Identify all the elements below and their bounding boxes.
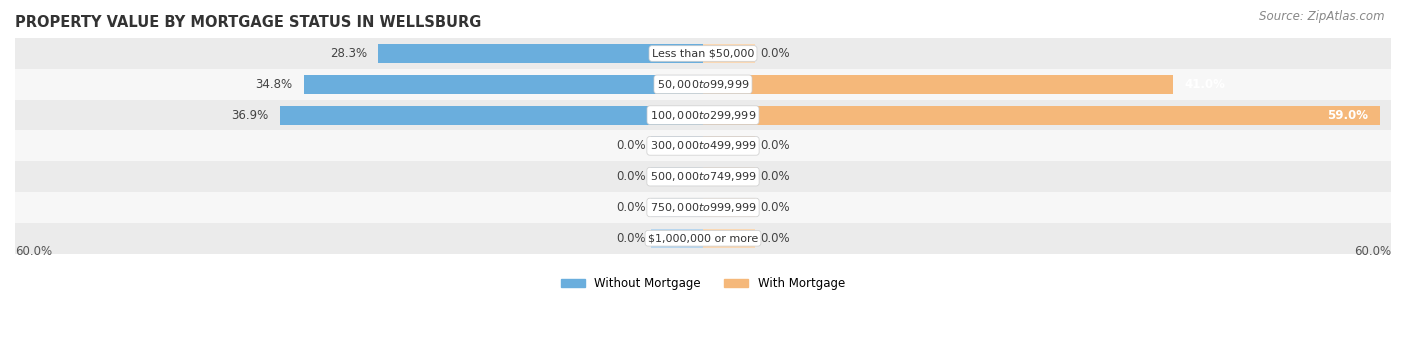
Bar (15, 131, 1391, 161)
Text: Source: ZipAtlas.com: Source: ZipAtlas.com (1260, 10, 1385, 23)
Bar (651, 167, 703, 186)
Text: 0.0%: 0.0% (616, 201, 645, 214)
Text: 60.0%: 60.0% (1354, 245, 1391, 258)
Bar (15, 100, 1391, 131)
Text: 0.0%: 0.0% (616, 232, 645, 245)
Text: 60.0%: 60.0% (15, 245, 52, 258)
Text: 0.0%: 0.0% (761, 170, 790, 183)
Text: $500,000 to $749,999: $500,000 to $749,999 (650, 170, 756, 183)
Text: 28.3%: 28.3% (330, 47, 367, 60)
Text: $100,000 to $299,999: $100,000 to $299,999 (650, 108, 756, 122)
Bar (280, 106, 703, 125)
Bar (304, 75, 703, 94)
Text: PROPERTY VALUE BY MORTGAGE STATUS IN WELLSBURG: PROPERTY VALUE BY MORTGAGE STATUS IN WEL… (15, 15, 481, 30)
Text: 0.0%: 0.0% (761, 139, 790, 152)
Text: 0.0%: 0.0% (761, 47, 790, 60)
Bar (703, 106, 1379, 125)
Bar (703, 75, 1173, 94)
Text: 34.8%: 34.8% (256, 78, 292, 91)
Text: $300,000 to $499,999: $300,000 to $499,999 (650, 139, 756, 152)
Bar (703, 44, 755, 63)
Text: 0.0%: 0.0% (616, 170, 645, 183)
Text: 0.0%: 0.0% (761, 201, 790, 214)
Text: 59.0%: 59.0% (1327, 108, 1368, 122)
Bar (651, 136, 703, 155)
Text: 0.0%: 0.0% (761, 232, 790, 245)
Bar (703, 198, 755, 217)
Text: 0.0%: 0.0% (616, 139, 645, 152)
Bar (651, 229, 703, 248)
Bar (15, 38, 1391, 69)
Bar (703, 136, 755, 155)
Bar (15, 161, 1391, 192)
Text: 36.9%: 36.9% (231, 108, 269, 122)
Bar (703, 167, 755, 186)
Bar (378, 44, 703, 63)
Legend: Without Mortgage, With Mortgage: Without Mortgage, With Mortgage (557, 273, 849, 295)
Bar (15, 69, 1391, 100)
Bar (703, 229, 755, 248)
Bar (15, 192, 1391, 223)
Text: 41.0%: 41.0% (1185, 78, 1226, 91)
Text: Less than $50,000: Less than $50,000 (652, 48, 754, 59)
Bar (651, 198, 703, 217)
Text: $50,000 to $99,999: $50,000 to $99,999 (657, 78, 749, 91)
Bar (15, 223, 1391, 254)
Text: $750,000 to $999,999: $750,000 to $999,999 (650, 201, 756, 214)
Text: $1,000,000 or more: $1,000,000 or more (648, 233, 758, 243)
